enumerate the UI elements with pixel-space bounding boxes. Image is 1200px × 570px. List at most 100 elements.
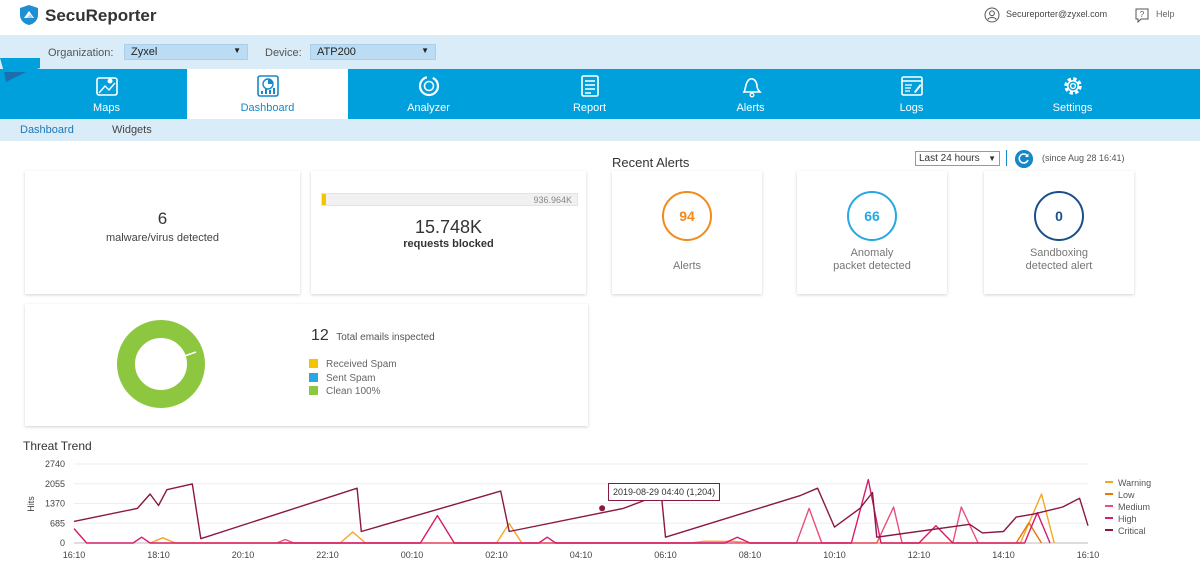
donut-slice-divider xyxy=(178,351,197,359)
legend-swatch xyxy=(1105,505,1113,507)
chevron-down-icon: ▼ xyxy=(233,46,241,55)
requests-progress-fill xyxy=(322,194,327,205)
x-tick-label: 22:10 xyxy=(316,550,339,560)
sandboxing-label-2: detected alert xyxy=(1025,260,1093,272)
account-email[interactable]: Secureporter@zyxel.com xyxy=(1006,9,1108,19)
divider xyxy=(1006,150,1007,166)
series-line-high xyxy=(73,478,1051,544)
y-tick-label: 1370 xyxy=(45,499,65,509)
legend-item-low[interactable]: Low xyxy=(1105,490,1135,500)
help-icon[interactable]: ? xyxy=(1134,7,1150,23)
organization-select[interactable]: Zyxel ▼ xyxy=(124,44,248,60)
legend-label: Warning xyxy=(1118,478,1152,488)
subtab-dashboard[interactable]: Dashboard xyxy=(20,124,74,136)
legend-swatch xyxy=(309,386,318,395)
alerts-card[interactable]: 94 Alerts xyxy=(612,171,762,294)
legend-item-high[interactable]: High xyxy=(1105,514,1137,524)
report-icon xyxy=(580,75,599,97)
tab-label: Logs xyxy=(899,102,924,114)
alerts-label: Alerts xyxy=(672,260,702,272)
y-axis-label: Hits xyxy=(26,496,36,512)
emails-total: 12 Total emails inspected xyxy=(311,327,435,345)
recent-alerts-title: Recent Alerts xyxy=(612,155,690,170)
legend-item-medium[interactable]: Medium xyxy=(1105,502,1150,512)
top-bar: SecuReporter Secureporter@zyxel.com ? He… xyxy=(0,0,1200,34)
tab-alerts[interactable]: Alerts xyxy=(670,69,831,119)
legend-label: Sent Spam xyxy=(326,373,376,384)
svg-text:?: ? xyxy=(1140,10,1145,19)
y-tick-label: 2055 xyxy=(45,479,65,489)
user-account-icon[interactable] xyxy=(984,7,1000,23)
requests-progress-bar: 936.964K xyxy=(321,193,578,206)
legend-clean: Clean 100% xyxy=(309,386,380,397)
tab-settings[interactable]: Settings xyxy=(992,69,1153,119)
tab-maps[interactable]: Maps xyxy=(26,69,187,119)
legend-label: Clean 100% xyxy=(326,386,381,397)
x-tick-label: 18:10 xyxy=(147,550,170,560)
x-tick-label: 06:10 xyxy=(654,550,677,560)
x-tick-label: 16:10 xyxy=(1077,550,1100,560)
alerts-count: 94 xyxy=(662,191,712,241)
device-select[interactable]: ATP200 ▼ xyxy=(310,44,436,60)
x-tick-label: 04:10 xyxy=(570,550,593,560)
sandboxing-label-1: Sandboxing xyxy=(1029,247,1089,259)
refresh-icon[interactable] xyxy=(1015,150,1033,168)
requests-card: 936.964K 15.748K requests blocked xyxy=(311,171,586,294)
x-tick-label: 12:10 xyxy=(908,550,931,560)
series-line-warning xyxy=(149,493,1055,544)
legend-label: Low xyxy=(1118,490,1135,500)
tab-analyzer[interactable]: Analyzer xyxy=(348,69,509,119)
anomaly-label-1: Anomaly xyxy=(850,247,894,259)
legend-received-spam: Received Spam xyxy=(309,359,397,370)
help-link[interactable]: Help xyxy=(1156,9,1175,19)
legend-swatch xyxy=(1105,517,1113,519)
tab-label: Alerts xyxy=(736,102,765,114)
legend-swatch xyxy=(1105,481,1113,483)
logs-icon xyxy=(900,76,923,96)
sandboxing-card[interactable]: 0 Sandboxing detected alert xyxy=(984,171,1134,294)
legend-sent-spam: Sent Spam xyxy=(309,373,375,384)
subtab-widgets[interactable]: Widgets xyxy=(112,124,152,136)
tab-report[interactable]: Report xyxy=(509,69,670,119)
y-tick-label: 0 xyxy=(60,538,65,548)
analyzer-icon xyxy=(418,75,439,97)
tab-dashboard[interactable]: Dashboard xyxy=(187,69,348,119)
time-range-select[interactable]: Last 24 hours ▼ xyxy=(915,151,1000,166)
x-tick-label: 20:10 xyxy=(232,550,255,560)
x-tick-label: 14:10 xyxy=(992,550,1015,560)
nav-ribbon-decoration xyxy=(0,58,40,82)
x-tick-label: 16:10 xyxy=(63,550,86,560)
legend-label: Received Spam xyxy=(326,359,397,370)
legend-item-critical[interactable]: Critical xyxy=(1105,526,1146,536)
email-card: 12 Total emails inspected Received Spam … xyxy=(25,304,588,426)
legend-label: Medium xyxy=(1118,502,1151,512)
requests-count: 15.748K xyxy=(414,217,483,237)
series-line-critical xyxy=(73,483,1089,540)
legend-label: Critical xyxy=(1118,526,1146,536)
tab-label: Report xyxy=(572,102,607,114)
sub-nav: Dashboard Widgets xyxy=(0,119,1200,141)
chevron-down-icon: ▼ xyxy=(421,46,429,55)
tab-label: Maps xyxy=(93,102,120,114)
organization-value: Zyxel xyxy=(131,46,158,58)
dashboard-icon xyxy=(256,75,279,97)
anomaly-label-2: packet detected xyxy=(833,260,911,272)
x-tick-label: 00:10 xyxy=(401,550,424,560)
device-label: Device: xyxy=(265,47,302,59)
donut-clean-slice xyxy=(117,320,205,408)
tab-logs[interactable]: Logs xyxy=(831,69,992,119)
organization-bar: Organization: Zyxel ▼ Device: ATP200 ▼ xyxy=(0,35,1200,69)
x-tick-label: 02:10 xyxy=(485,550,508,560)
y-tick-label: 685 xyxy=(50,518,65,528)
tab-label: Dashboard xyxy=(240,102,295,114)
main-nav: Maps Dashboard Analyzer Report xyxy=(0,69,1200,119)
emails-label: Total emails inspected xyxy=(336,332,435,343)
gear-icon xyxy=(1063,77,1082,95)
since-timestamp: (since Aug 28 16:41) xyxy=(1042,153,1125,163)
series-line-low xyxy=(1015,522,1043,544)
threat-trend-chart: 0 685 1370 2055 2740 16:10 18:10 20:10 22:10 00:… xyxy=(26,459,1100,560)
anomaly-card[interactable]: 66 Anomaly packet detected xyxy=(797,171,947,294)
bell-icon xyxy=(742,78,762,98)
legend-item-warning[interactable]: Warning xyxy=(1105,478,1151,488)
brand-name: SecuReporter xyxy=(45,6,157,25)
